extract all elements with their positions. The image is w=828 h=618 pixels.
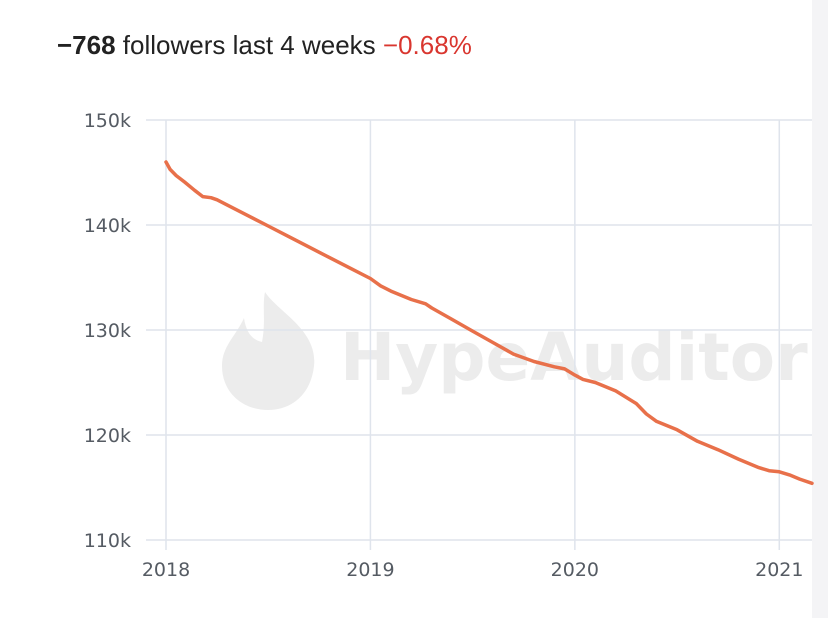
- x-tick-label: 2020: [551, 559, 599, 581]
- followers-change-percent: −0.68%: [382, 30, 472, 60]
- x-tick-label: 2018: [142, 559, 190, 581]
- y-tick-label: 150k: [84, 110, 131, 132]
- followers-change-text: followers last 4 weeks: [115, 30, 383, 60]
- y-tick-label: 140k: [84, 215, 131, 237]
- hypeauditor-watermark: HypeAuditor: [340, 319, 808, 396]
- y-tick-label: 130k: [84, 320, 131, 342]
- followers-change-count: −768: [57, 30, 116, 60]
- axes: 110k 120k 130k 140k 150k 2018 2019 2020 2021: [84, 110, 804, 581]
- x-tick-label: 2021: [755, 559, 803, 581]
- flame-logo-watermark: [222, 292, 315, 410]
- followers-change-summary: −768 followers last 4 weeks −0.68%: [57, 30, 472, 61]
- watermark: HypeAuditor: [222, 292, 808, 410]
- series: [164, 160, 814, 486]
- x-tick-label: 2019: [346, 559, 394, 581]
- followers-series-line: [164, 160, 814, 486]
- grid: [165, 119, 812, 541]
- y-tick-label: 110k: [84, 530, 131, 552]
- y-tick-label: 120k: [84, 425, 131, 447]
